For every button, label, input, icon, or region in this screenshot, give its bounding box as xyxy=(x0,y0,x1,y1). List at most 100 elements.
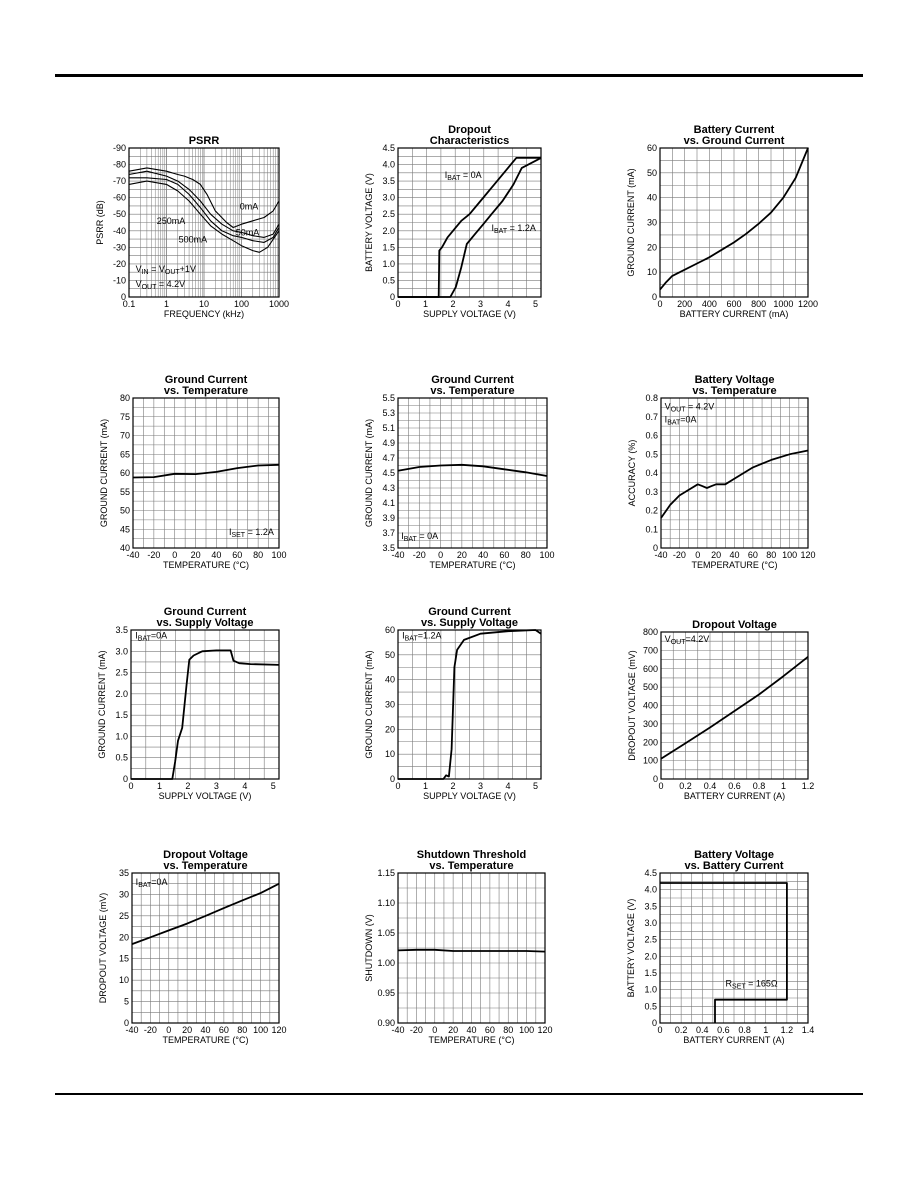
y-tick-label: 1.0 xyxy=(382,259,395,269)
y-tick-label: 0.8 xyxy=(645,393,658,403)
y-axis-label: DROPOUT VOLTAGE (mV) xyxy=(98,893,108,1004)
y-tick-label: 3.5 xyxy=(115,625,128,635)
grid xyxy=(661,632,808,779)
series-line xyxy=(659,147,809,291)
plot-frame xyxy=(660,631,809,780)
x-axis-label: TEMPERATURE (°C) xyxy=(430,560,516,570)
chart-annotation: RSET​ = 165Ω xyxy=(726,978,778,990)
y-tick-label: 0 xyxy=(652,1018,657,1028)
y-tick-label: 4.0 xyxy=(382,160,395,170)
series-line xyxy=(397,463,548,477)
y-tick-label: 5.5 xyxy=(382,393,395,403)
x-axis-label: SUPPLY VOLTAGE (V) xyxy=(159,791,252,801)
x-tick-label: 120 xyxy=(271,1025,286,1035)
x-tick-label: 1 xyxy=(423,299,428,309)
y-tick-label: 3.7 xyxy=(382,528,395,538)
x-tick-label: -40 xyxy=(654,550,667,560)
y-tick-label: 60 xyxy=(385,625,395,635)
y-tick-label: 5.3 xyxy=(382,408,395,418)
x-tick-label: 0.1 xyxy=(123,299,136,309)
y-tick-label: 0.5 xyxy=(644,1001,657,1011)
y-tick-label: 5 xyxy=(124,997,129,1007)
x-tick-label: 1 xyxy=(164,299,169,309)
plot-frame xyxy=(397,397,548,549)
y-tick-label: 3.5 xyxy=(382,543,395,553)
x-tick-label: -20 xyxy=(144,1025,157,1035)
y-tick-label: 500 xyxy=(643,682,658,692)
y-tick-label: 400 xyxy=(643,701,658,711)
chart-title: Dropout xyxy=(448,124,491,136)
x-tick-label: 0 xyxy=(172,550,177,560)
x-tick-label: 0 xyxy=(395,299,400,309)
plot-frame xyxy=(659,872,809,1024)
x-tick-label: 0 xyxy=(658,781,663,791)
y-axis-label: BATTERY VOLTAGE (V) xyxy=(626,899,636,998)
series-line xyxy=(660,882,788,1023)
y-tick-label: 50 xyxy=(120,506,130,516)
y-tick-label: 0.6 xyxy=(645,431,658,441)
y-tick-label: 600 xyxy=(643,664,658,674)
y-tick-label: 40 xyxy=(647,193,657,203)
x-tick-label: 2 xyxy=(450,781,455,791)
chart-title: vs. Temperature xyxy=(430,385,514,397)
y-tick-label: 1.10 xyxy=(377,898,395,908)
x-axis-label: BATTERY CURRENT (mA) xyxy=(680,309,789,319)
x-tick-label: 0 xyxy=(657,299,662,309)
chart-title: Shutdown Threshold xyxy=(417,849,526,861)
y-tick-label: 0.7 xyxy=(645,412,658,422)
y-tick-label: 55 xyxy=(120,487,130,497)
y-tick-label: 10 xyxy=(385,749,395,759)
y-tick-label: 4.5 xyxy=(382,468,395,478)
y-tick-label: 75 xyxy=(120,412,130,422)
y-tick-label: -60 xyxy=(113,193,126,203)
x-tick-label: 120 xyxy=(800,550,815,560)
x-tick-label: 80 xyxy=(253,550,263,560)
x-tick-label: 600 xyxy=(726,299,741,309)
y-tick-label: 0 xyxy=(653,543,658,553)
y-tick-label: 35 xyxy=(119,868,129,878)
chart-annotation: IBAT​ = 0A xyxy=(445,170,482,182)
chart-annotation: IBAT​=0A xyxy=(135,631,167,643)
x-tick-label: 5 xyxy=(271,781,276,791)
x-tick-label: 40 xyxy=(200,1025,210,1035)
x-tick-label: 4 xyxy=(505,781,510,791)
series-line xyxy=(398,629,542,780)
y-tick-label: -30 xyxy=(113,242,126,252)
x-tick-label: 20 xyxy=(448,1025,458,1035)
y-tick-label: 2.0 xyxy=(115,689,128,699)
x-tick-label: 100 xyxy=(519,1025,534,1035)
y-tick-label: 20 xyxy=(647,242,657,252)
y-axis-label: GROUND CURRENT (mA) xyxy=(364,419,374,527)
x-tick-label: -20 xyxy=(147,550,160,560)
series-line xyxy=(129,177,280,243)
y-tick-label: 2.5 xyxy=(382,209,395,219)
x-tick-label: -40 xyxy=(391,550,404,560)
x-tick-label: 1.4 xyxy=(802,1025,815,1035)
x-tick-label: 40 xyxy=(211,550,221,560)
x-tick-label: -40 xyxy=(126,550,139,560)
y-tick-label: 0 xyxy=(390,292,395,302)
x-tick-label: 3 xyxy=(214,781,219,791)
x-tick-label: 400 xyxy=(702,299,717,309)
y-tick-label: 0 xyxy=(123,774,128,784)
y-tick-label: 4.9 xyxy=(382,438,395,448)
y-axis-label: GROUND CURRENT (mA) xyxy=(97,650,107,758)
y-tick-label: 60 xyxy=(647,143,657,153)
y-tick-label: -70 xyxy=(113,176,126,186)
y-tick-label: 45 xyxy=(120,524,130,534)
chart-annotation: IBAT​ = 0A xyxy=(401,531,438,543)
y-tick-label: -80 xyxy=(113,160,126,170)
x-axis-label: TEMPERATURE (°C) xyxy=(163,1035,249,1045)
x-tick-label: 60 xyxy=(748,550,758,560)
chart-title: Dropout Voltage xyxy=(692,619,777,631)
x-tick-label: 0.4 xyxy=(696,1025,709,1035)
y-tick-label: 30 xyxy=(119,889,129,899)
x-tick-label: 20 xyxy=(711,550,721,560)
x-axis-label: BATTERY CURRENT (A) xyxy=(684,791,785,801)
plot-frame xyxy=(131,872,280,1024)
